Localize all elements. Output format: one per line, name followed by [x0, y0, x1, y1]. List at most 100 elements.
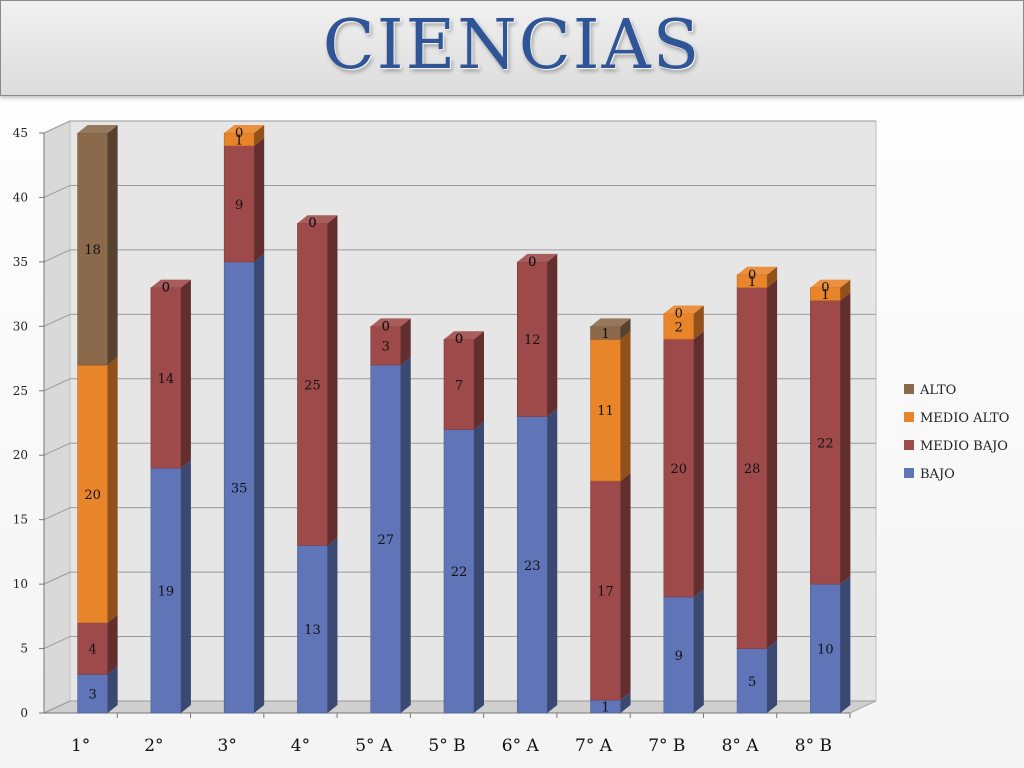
bar-segment-side — [107, 357, 118, 623]
y-tick-label: 0 — [20, 706, 28, 720]
bar-segment-side — [107, 125, 118, 365]
bar-segment — [810, 300, 841, 585]
y-tick-label: 10 — [13, 577, 28, 591]
bar-segment — [77, 674, 108, 714]
y-tick-label: 20 — [13, 448, 28, 462]
bar-segment-side — [840, 279, 851, 301]
x-tick-label: 6° A — [502, 736, 540, 756]
data-label: 3 — [88, 688, 96, 703]
bar-segment-side — [620, 473, 631, 701]
x-tick-label: 5° A — [355, 736, 393, 756]
bar-top-cap — [77, 125, 118, 133]
bar-segment-side — [254, 253, 265, 713]
legend-label: ALTO — [919, 383, 956, 398]
bar-segment-side — [180, 460, 191, 713]
bar-segment-side — [767, 279, 778, 649]
x-tick-label: 8° B — [795, 736, 832, 756]
data-label: 1 — [821, 288, 829, 303]
bar-segment — [663, 338, 695, 598]
legend-swatch — [904, 384, 914, 394]
data-label: 20 — [84, 488, 101, 503]
bar-top-cap — [444, 331, 484, 340]
bar-segment-side — [254, 137, 265, 262]
bar-segment — [663, 313, 695, 340]
gridline-side — [43, 378, 71, 392]
legend-swatch — [904, 440, 914, 450]
bar-top-cap — [590, 318, 631, 327]
data-label: 22 — [451, 565, 468, 580]
bar-segment-side — [620, 331, 631, 481]
data-label: 0 — [382, 319, 390, 334]
data-label: 1 — [748, 275, 756, 290]
y-tick-label: 25 — [13, 384, 28, 398]
bar-segment — [443, 429, 475, 714]
bar-top-cap — [517, 253, 558, 262]
data-label: 0 — [675, 306, 683, 321]
bar-top-cap — [150, 279, 191, 288]
gridline-side — [43, 249, 71, 263]
bar-segment-side — [107, 666, 118, 713]
data-label: 17 — [597, 585, 614, 600]
data-label: 7 — [455, 378, 463, 393]
bar-top-cap — [737, 266, 778, 275]
y-tick-label: 35 — [13, 255, 28, 269]
bar-segment — [736, 287, 768, 649]
data-label: 0 — [748, 268, 756, 283]
legend-label: MEDIO BAJO — [920, 439, 1008, 454]
data-label: 25 — [304, 378, 321, 393]
x-tick-label: 4° — [291, 736, 310, 756]
bar-segment — [590, 338, 621, 482]
bar-top-cap — [370, 318, 411, 327]
data-label: 27 — [377, 533, 394, 548]
data-label: 13 — [304, 623, 321, 638]
bar-top-cap — [663, 305, 704, 314]
page-title: CIENCIAS — [322, 6, 702, 85]
data-label: 9 — [235, 198, 243, 213]
bar-segment-side — [693, 589, 704, 713]
data-label: 0 — [455, 332, 463, 347]
data-label: 23 — [524, 559, 541, 574]
bar-segment — [223, 261, 255, 714]
legend-label: BAJO — [920, 467, 955, 482]
bar-segment — [297, 222, 328, 546]
data-label: 0 — [455, 332, 463, 347]
x-tick-label: 3° — [218, 736, 237, 756]
x-tick-label: 2° — [144, 736, 163, 756]
bar-top-cap — [297, 215, 338, 224]
gridline-side — [43, 636, 71, 650]
bar-segment — [516, 261, 548, 417]
bar-segment-side — [693, 331, 704, 597]
data-label: 28 — [744, 462, 761, 477]
bar-segment-side — [547, 408, 558, 713]
x-tick-label: 7° A — [575, 736, 613, 756]
bar-segment — [810, 583, 841, 714]
legend-swatch — [904, 412, 914, 422]
gridline-side — [43, 442, 71, 456]
bar-segment — [77, 132, 108, 366]
bar-segment-side — [474, 331, 484, 430]
x-tick-label: 8° A — [722, 736, 760, 756]
data-label: 1 — [235, 133, 243, 148]
bar-segment — [736, 648, 768, 714]
data-label: 10 — [817, 643, 834, 658]
data-label: 0 — [162, 281, 170, 296]
data-label: 35 — [231, 481, 248, 496]
title-bar — [0, 0, 1024, 96]
bar-segment-side — [400, 318, 411, 365]
bar-segment — [370, 364, 402, 714]
bar-segment-side — [693, 305, 704, 340]
data-label: 1 — [601, 327, 609, 342]
data-label: 0 — [382, 319, 390, 334]
data-label: 1 — [601, 701, 609, 716]
data-label: 14 — [158, 372, 175, 387]
gridline-side — [43, 571, 71, 585]
y-tick-label: 30 — [13, 319, 28, 333]
gridline-side — [43, 120, 71, 134]
gridline-side — [43, 507, 71, 521]
data-label: 19 — [158, 585, 175, 600]
x-tick-label: 1° — [71, 736, 90, 756]
bar-segment-side — [620, 318, 631, 340]
x-tick-label: 7° B — [648, 736, 685, 756]
bar-segment — [297, 545, 328, 714]
x-tick-label: 5° B — [428, 736, 465, 756]
